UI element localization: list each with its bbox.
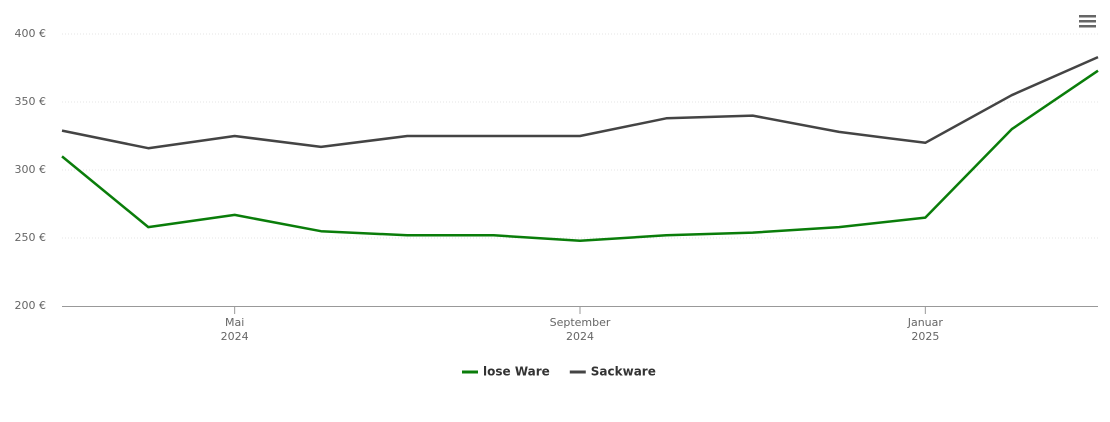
menu-bar [1079,15,1096,18]
menu-bar [1079,25,1096,28]
legend: lose Ware Sackware [462,365,656,379]
y-tick-label: 300 € [15,163,47,176]
y-tick-label: 400 € [15,27,47,40]
x-tick-label: 2025 [911,330,939,343]
y-tick-label: 350 € [15,95,47,108]
x-tick-label: 2024 [566,330,594,343]
x-tick-label: September [550,316,611,329]
series-line [61,69,1099,242]
legend-label: Sackware [591,365,656,379]
y-tick-label: 200 € [15,299,47,312]
series-line [61,55,1099,150]
menu-bar [1079,20,1096,23]
y-tick-label: 250 € [15,231,47,244]
menu-icon[interactable] [1079,15,1096,28]
x-tick-label: Januar [907,316,944,329]
x-tick-label: 2024 [221,330,249,343]
x-tick-label: Mai [225,316,244,329]
legend-label: lose Ware [483,365,550,379]
